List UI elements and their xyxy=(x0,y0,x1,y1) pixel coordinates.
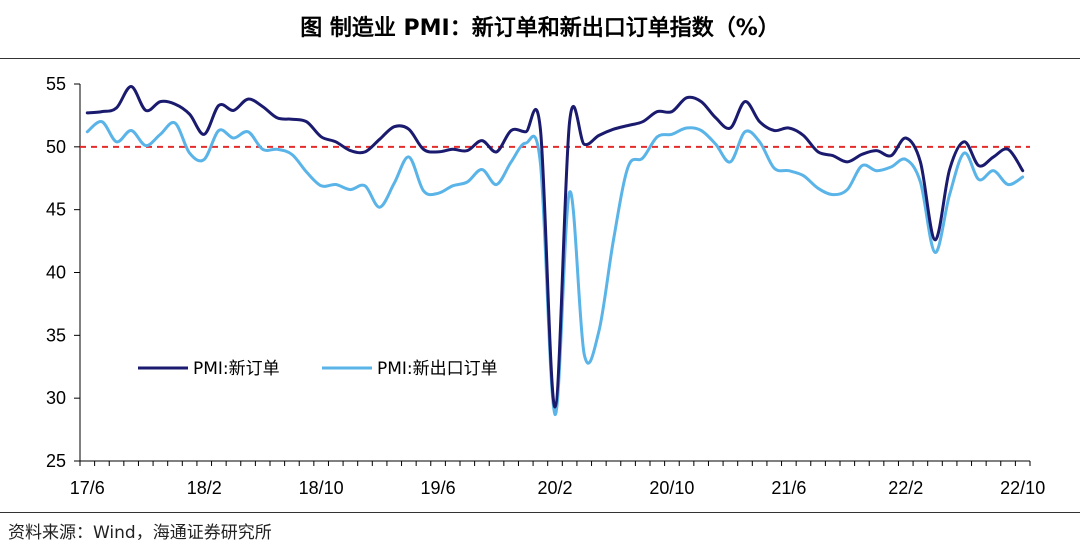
legend: PMI:新订单 PMI:新出口订单 xyxy=(138,359,498,379)
source-divider xyxy=(0,512,1080,513)
x-tick-label: 22/10 xyxy=(1000,478,1045,498)
legend-label-new-export-orders: PMI:新出口订单 xyxy=(377,359,498,379)
x-tick-label: 17/6 xyxy=(70,478,105,498)
y-tick-label: 45 xyxy=(46,200,66,220)
x-tick-label: 21/6 xyxy=(771,478,806,498)
pmi-line-chart: 25 30 35 40 45 50 55 17/6 18/2 18/10 19/6 20/2 20/10… xyxy=(46,74,1045,498)
x-tick-label: 20/10 xyxy=(649,478,694,498)
y-tick-label: 50 xyxy=(46,137,66,157)
source-note: 资料来源：Wind，海通证券研究所 xyxy=(8,523,272,543)
x-tick-label: 18/10 xyxy=(299,478,344,498)
y-tick-label: 30 xyxy=(46,388,66,408)
x-tick-label: 18/2 xyxy=(187,478,222,498)
y-tick-label: 35 xyxy=(46,325,66,345)
x-tick-label: 19/6 xyxy=(421,478,456,498)
legend-label-new-orders: PMI:新订单 xyxy=(193,359,280,379)
y-tick-label: 25 xyxy=(46,451,66,471)
x-tick-label: 20/2 xyxy=(537,478,572,498)
y-tick-label: 40 xyxy=(46,263,66,283)
axes: 25 30 35 40 45 50 55 17/6 18/2 18/10 19/6 20/2 20/10… xyxy=(46,74,1045,498)
series-layer xyxy=(85,85,1025,417)
y-tick-label: 55 xyxy=(46,74,66,94)
x-tick-label: 22/2 xyxy=(888,478,923,498)
title-divider xyxy=(0,58,1080,59)
series-line-new-orders xyxy=(85,85,1025,409)
chart-title: 图 制造业 PMI：新订单和新出口订单指数（%） xyxy=(300,16,780,41)
